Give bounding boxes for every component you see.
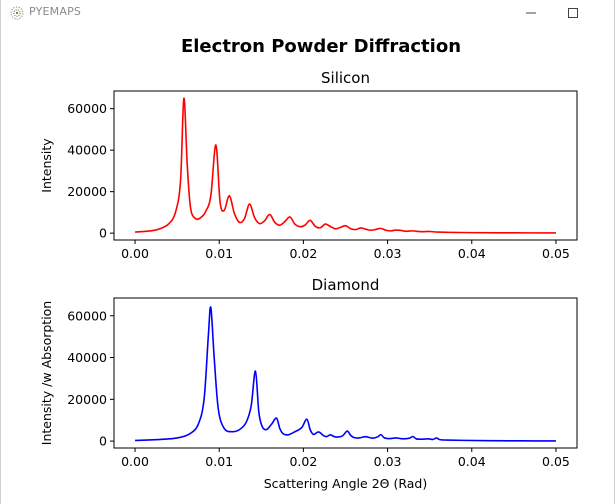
x-tick-label: 0.05	[542, 246, 570, 261]
axes-silicon: Silicon 0.00 0.01 0.02 0.03 0.04 0.05 0 20000 400…	[39, 69, 578, 261]
y-axis-label-diamond: Intensity /w Absorption	[39, 301, 54, 445]
series-line-silicon	[134, 97, 556, 234]
y-tick-label: 20000	[67, 392, 107, 407]
axes-diamond: Diamond 0.00 0.01 0.02 0.03 0.04 0.05 0 20000 400…	[39, 276, 578, 491]
y-tick-label: 20000	[67, 184, 107, 199]
x-tick-label: 0.02	[289, 246, 317, 261]
x-tick-label: 0.03	[374, 454, 402, 469]
figure-title: Electron Powder Diffraction	[181, 36, 461, 57]
x-tick-label: 0.01	[205, 246, 233, 261]
x-axis-label: Scattering Angle 2Θ (Rad)	[264, 476, 427, 491]
x-tick-label: 0.05	[542, 454, 570, 469]
x-tick-label: 0.02	[289, 454, 317, 469]
y-tick-label: 60000	[67, 308, 107, 323]
pyemaps-app-icon	[10, 6, 24, 20]
axes-title-silicon: Silicon	[321, 69, 370, 87]
x-tick-label: 0.01	[205, 454, 233, 469]
window-title: PYEMAPS	[29, 5, 82, 18]
y-tick-label: 0	[99, 434, 107, 449]
title-bar[interactable]: PYEMAPS	[1, 0, 614, 25]
y-tick-label: 0	[99, 226, 107, 241]
x-tick-label: 0.04	[458, 246, 486, 261]
axes-title-diamond: Diamond	[312, 276, 380, 294]
y-tick-label: 60000	[67, 101, 107, 116]
y-axis-label-silicon: Intensity	[39, 138, 54, 193]
maximize-button[interactable]	[551, 0, 595, 25]
x-tick-label: 0.03	[374, 246, 402, 261]
maximize-icon	[568, 7, 578, 18]
x-tick-label: 0.00	[121, 246, 149, 261]
plot-canvas[interactable]: Electron Powder Diffraction Silicon 0.00 0…	[1, 25, 614, 504]
figure-svg: Electron Powder Diffraction Silicon 0.00 0…	[39, 36, 578, 491]
axes-frame-silicon	[113, 90, 578, 241]
minimize-button[interactable]	[509, 0, 553, 25]
minimize-icon	[526, 12, 536, 13]
series-line-diamond	[135, 306, 556, 442]
y-tick-label: 40000	[67, 143, 107, 158]
x-tick-label: 0.00	[121, 454, 149, 469]
axes-frame-diamond	[113, 297, 578, 449]
x-tick-label: 0.04	[458, 454, 486, 469]
y-tick-label: 40000	[67, 350, 107, 365]
